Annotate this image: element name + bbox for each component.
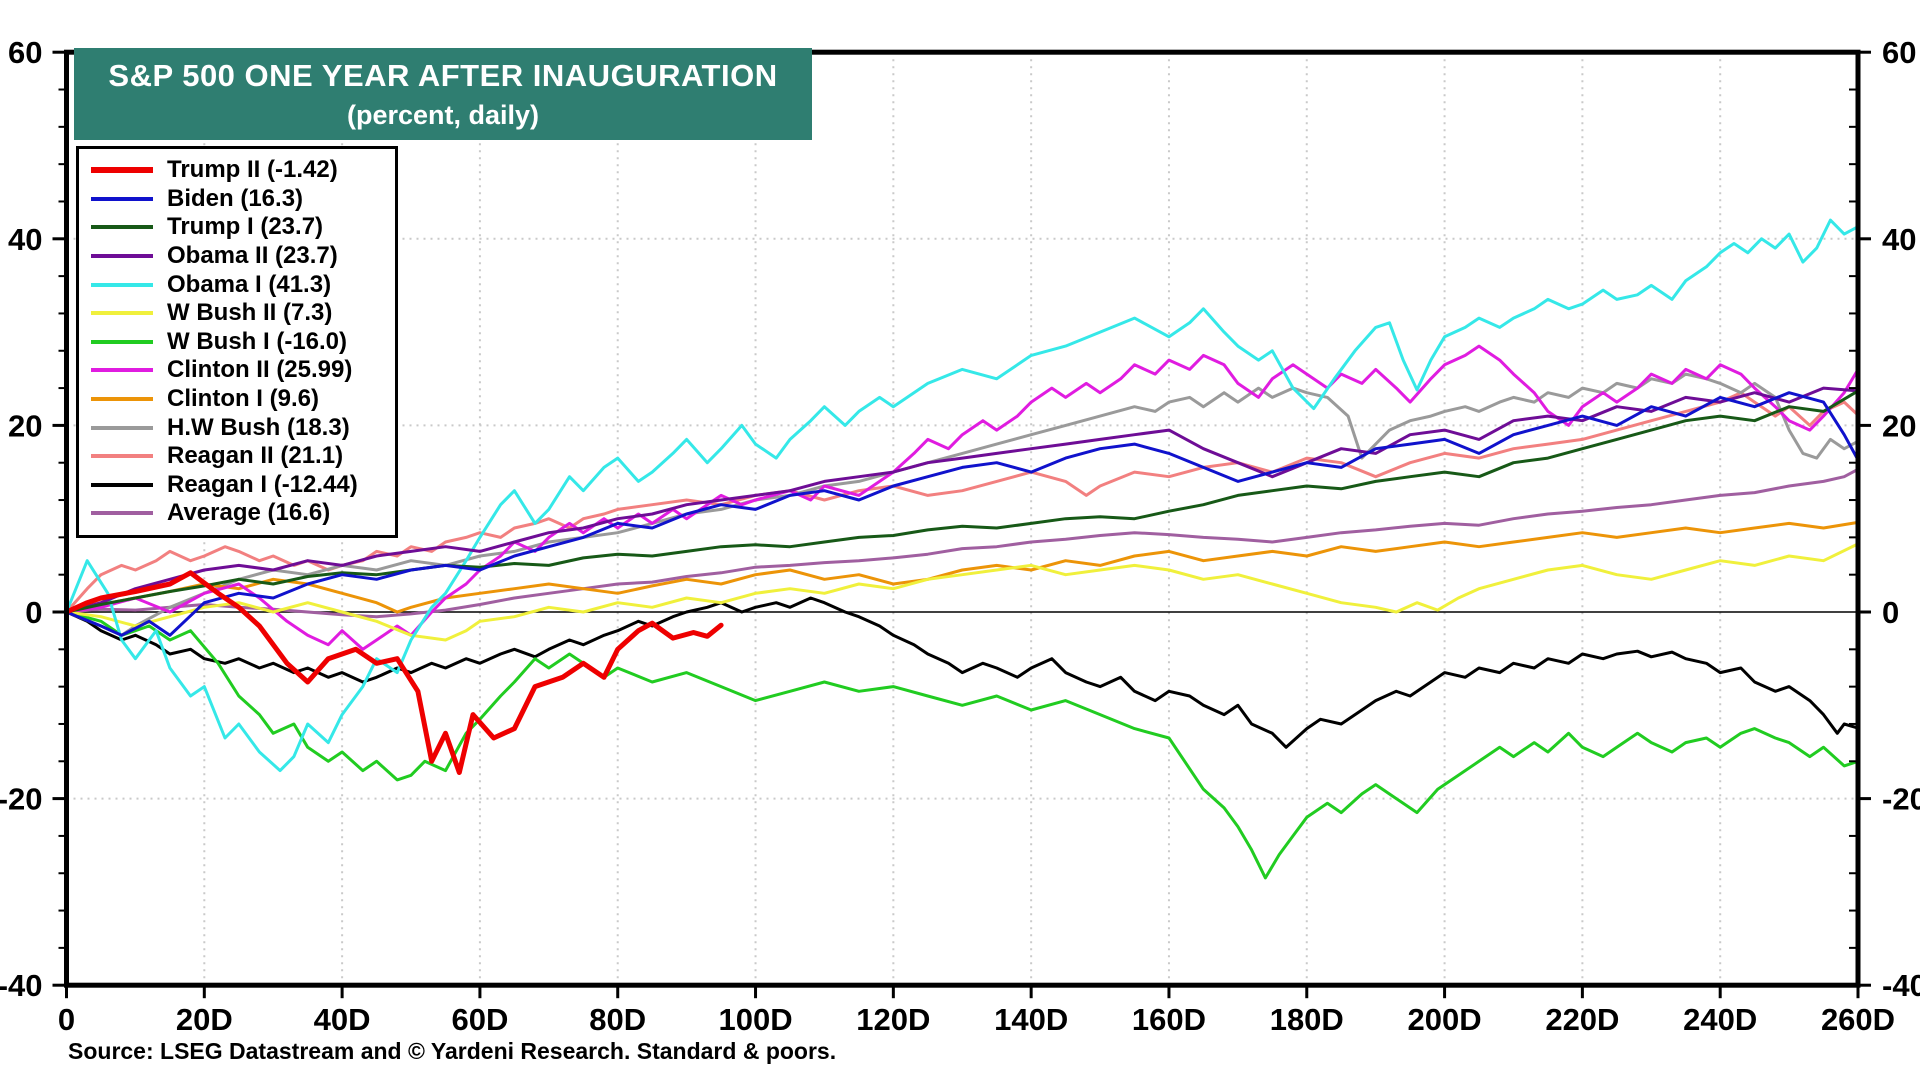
series-line-obama-ii xyxy=(65,386,1860,614)
y-axis-label-left: -20 xyxy=(0,782,43,817)
x-axis-label: 20D xyxy=(176,1002,233,1037)
x-axis-label: 220D xyxy=(1545,1002,1619,1037)
series-line-biden xyxy=(65,391,1860,637)
legend-item-trump-i: Trump I (23.7) xyxy=(91,213,385,242)
y-axis-label-left: 60 xyxy=(8,35,42,70)
legend-label-trump-i: Trump I (23.7) xyxy=(167,213,324,241)
legend-item-w-bush-ii: W Bush II (7.3) xyxy=(91,299,385,328)
legend-item-biden: Biden (16.3) xyxy=(91,185,385,214)
legend-label-reagan-ii: Reagan II (21.1) xyxy=(167,442,344,470)
legend-label-reagan-i: Reagan I (-12.44) xyxy=(167,470,358,498)
x-axis-label: 140D xyxy=(994,1002,1068,1037)
x-axis-label: 180D xyxy=(1270,1002,1344,1037)
legend-swatch-trump-i xyxy=(91,225,153,230)
plot-frame xyxy=(64,49,1861,988)
legend-item-average: Average (16.6) xyxy=(91,499,385,528)
series-line-hw-bush xyxy=(65,372,1860,637)
x-axis-label: 80D xyxy=(589,1002,646,1037)
legend-label-w-bush-i: W Bush I (-16.0) xyxy=(167,327,348,355)
legend-swatch-reagan-i xyxy=(91,482,153,487)
x-axis-label: 100D xyxy=(718,1002,792,1037)
series-line-w-bush-i xyxy=(65,610,1860,880)
series-line-clinton-ii xyxy=(65,344,1860,651)
y-axis-label-right: -20 xyxy=(1882,782,1920,817)
legend-label-trump-ii: Trump II (-1.42) xyxy=(167,156,338,184)
y-axis-label-right: 60 xyxy=(1882,35,1916,70)
x-axis-label: 160D xyxy=(1132,1002,1206,1037)
legend-swatch-hw-bush xyxy=(91,425,153,430)
legend-label-clinton-i: Clinton I (9.6) xyxy=(167,385,319,413)
legend-item-trump-ii: Trump II (-1.42) xyxy=(91,156,385,185)
legend-item-hw-bush: H.W Bush (18.3) xyxy=(91,413,385,442)
series-line-reagan-i xyxy=(65,596,1860,749)
x-axis-label: 0 xyxy=(58,1002,75,1037)
title-banner: S&P 500 ONE YEAR AFTER INAUGURATION (per… xyxy=(74,48,812,140)
x-axis-label: 120D xyxy=(856,1002,930,1037)
x-axis-label: 200D xyxy=(1408,1002,1482,1037)
y-axis-label-right: 40 xyxy=(1882,222,1916,257)
chart-subtitle: (percent, daily) xyxy=(346,99,540,130)
legend-swatch-w-bush-ii xyxy=(91,311,153,316)
legend-label-hw-bush: H.W Bush (18.3) xyxy=(167,413,350,441)
y-axis-label-left: 0 xyxy=(25,595,42,630)
legend-item-obama-ii: Obama II (23.7) xyxy=(91,242,385,271)
legend: Trump II (-1.42) Biden (16.3) Trump I (23.… xyxy=(76,146,398,538)
legend-swatch-average xyxy=(91,511,153,516)
legend-item-obama-i: Obama I (41.3) xyxy=(91,270,385,299)
legend-item-w-bush-i: W Bush I (-16.0) xyxy=(91,328,385,357)
series-line-average xyxy=(65,467,1860,619)
plot-border xyxy=(64,49,1861,988)
legend-label-average: Average (16.6) xyxy=(167,499,331,527)
series-lines xyxy=(64,218,1860,880)
legend-swatch-clinton-i xyxy=(91,397,153,402)
chart-title: S&P 500 ONE YEAR AFTER INAUGURATION xyxy=(108,57,778,93)
x-axis-label: 40D xyxy=(314,1002,371,1037)
source-note: Source: LSEG Datastream and © Yardeni Re… xyxy=(68,1038,837,1064)
x-axis-label: 260D xyxy=(1821,1002,1895,1037)
legend-item-clinton-ii: Clinton II (25.99) xyxy=(91,356,385,385)
y-axis-label-left: 20 xyxy=(8,408,42,443)
y-axis-label-right: -40 xyxy=(1882,968,1920,1003)
legend-label-biden: Biden (16.3) xyxy=(167,184,304,212)
legend-swatch-clinton-ii xyxy=(91,368,153,373)
legend-label-clinton-ii: Clinton II (25.99) xyxy=(167,356,353,384)
legend-swatch-trump-ii xyxy=(91,167,153,174)
legend-item-reagan-ii: Reagan II (21.1) xyxy=(91,442,385,471)
legend-swatch-w-bush-i xyxy=(91,339,153,344)
series-line-trump-i xyxy=(65,389,1860,614)
y-axis-label-left: 40 xyxy=(8,222,42,257)
axis-labels: 60 60 40 40 20 20 0 0 -20 -20 -40 -40 0 20D 40D 60D 80D 1… xyxy=(0,35,1920,1037)
series-line-trump-ii xyxy=(64,570,724,775)
y-axis-label-left: -40 xyxy=(0,968,43,1003)
y-axis-label-right: 20 xyxy=(1882,408,1916,443)
x-axis-label: 60D xyxy=(451,1002,508,1037)
series-line-w-bush-ii xyxy=(65,542,1860,642)
legend-swatch-obama-i xyxy=(91,282,153,287)
series-line-clinton-i xyxy=(65,520,1860,614)
legend-item-reagan-i: Reagan I (-12.44) xyxy=(91,471,385,500)
y-axis-label-right: 0 xyxy=(1882,595,1899,630)
series-line-obama-i xyxy=(65,218,1860,773)
x-axis-label: 240D xyxy=(1683,1002,1757,1037)
axis-ticks xyxy=(52,50,1871,999)
legend-label-obama-ii: Obama II (23.7) xyxy=(167,242,338,270)
legend-swatch-biden xyxy=(91,196,153,201)
legend-label-w-bush-ii: W Bush II (7.3) xyxy=(167,299,333,327)
legend-label-obama-i: Obama I (41.3) xyxy=(167,270,332,298)
legend-swatch-obama-ii xyxy=(91,254,153,259)
legend-item-clinton-i: Clinton I (9.6) xyxy=(91,385,385,414)
legend-swatch-reagan-ii xyxy=(91,454,153,459)
